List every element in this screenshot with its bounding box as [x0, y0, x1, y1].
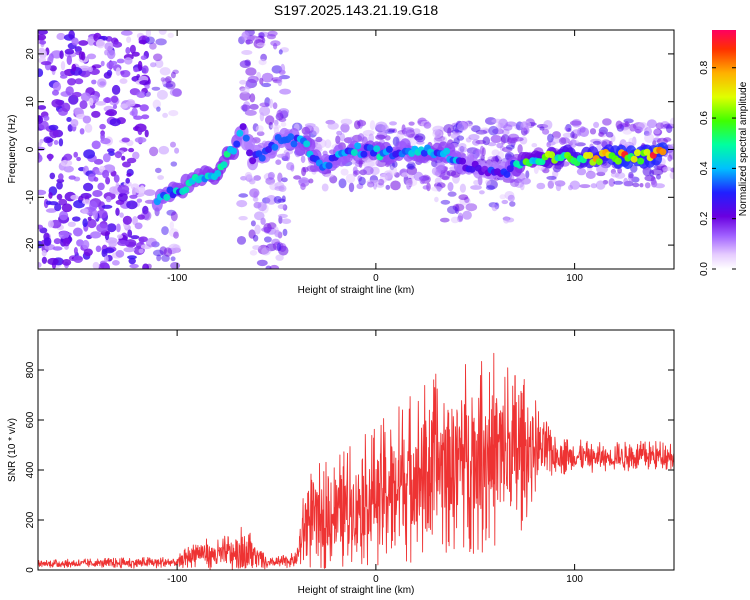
colorbar-tick-label: 0.6 — [699, 111, 710, 125]
colorbar-tick-label: 0.8 — [699, 60, 710, 74]
snr-y-axis-label: SNR (10 * v/v) — [7, 418, 18, 482]
spectrogram-y-axis-label: Frequency (Hz) — [7, 115, 18, 184]
chart-title: S197.2025.143.21.19.G18 — [274, 2, 438, 18]
snr-frame — [37, 329, 675, 571]
spectrogram-x-tick-label: 100 — [566, 273, 583, 284]
snr-y-tick-label: 200 — [25, 511, 36, 528]
spectrogram-y-tick-label: 20 — [25, 48, 36, 60]
spectrogram-y-ticks: -20 -10 0 10 20 — [25, 48, 674, 252]
snr-x-axis-label: Height of straight line (km) — [298, 585, 415, 596]
snr-y-tick-label: 400 — [25, 461, 36, 478]
snr-x-tick-label: -100 — [167, 574, 187, 585]
colorbar-tick-label: 0.0 — [699, 262, 710, 276]
colorbar-ticks: 0.0 0.2 0.4 0.6 0.8 — [699, 60, 736, 276]
colorbar-scale — [712, 30, 736, 269]
snr-x-tick-label: 100 — [566, 574, 583, 585]
snr-series-line — [38, 352, 674, 570]
snr-x-tick-label: 0 — [373, 574, 379, 585]
colorbar: 0.0 0.2 0.4 0.6 0.8 Normalized spectral ampl… — [699, 30, 749, 276]
spectrogram-y-tick-label: -20 — [25, 237, 36, 252]
spectrogram-x-tick-label: 0 — [373, 273, 379, 284]
colorbar-label: Normalized spectral amplitude — [738, 81, 749, 216]
snr-y-tick-label: 800 — [25, 361, 36, 378]
snr-y-ticks: 0 200 400 600 800 — [25, 361, 674, 573]
snr-y-tick-label: 600 — [25, 411, 36, 428]
colorbar-tick-label: 0.2 — [699, 211, 710, 225]
spectrogram-y-tick-label: 0 — [25, 146, 36, 152]
snr-x-ticks: -100 0 100 — [167, 330, 583, 585]
snr-y-tick-label: 0 — [25, 567, 36, 573]
spectrogram-x-axis-label: Height of straight line (km) — [298, 285, 415, 296]
colorbar-tick-label: 0.4 — [699, 161, 710, 175]
heatmap-ridge — [151, 123, 669, 212]
spectrogram-x-ticks: -100 0 100 — [167, 30, 583, 284]
spectrogram-y-tick-label: -10 — [25, 190, 36, 205]
spectrogram-y-tick-label: 10 — [25, 96, 36, 108]
snr-panel: -100 0 100 0 200 400 600 800 Height of straigh… — [7, 329, 675, 596]
spectrogram-x-tick-label: -100 — [167, 273, 187, 284]
